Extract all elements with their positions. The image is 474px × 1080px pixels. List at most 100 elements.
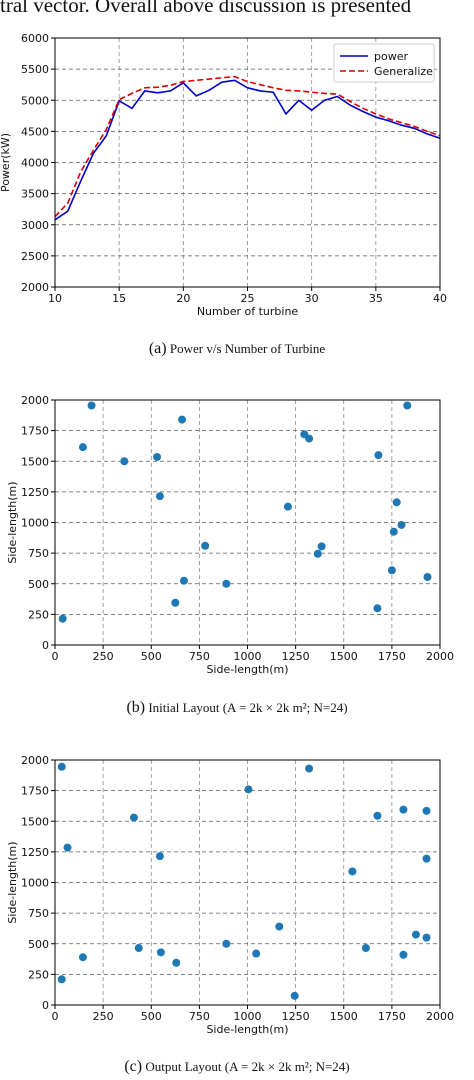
data-point	[411, 930, 420, 939]
data-point	[399, 950, 408, 959]
y-tick-label: 0	[42, 999, 49, 1012]
series-line-power	[54, 79, 441, 221]
x-tick-label: 35	[369, 292, 383, 305]
data-point	[290, 991, 299, 1000]
x-tick-label: 250	[93, 1010, 114, 1023]
chart-power-vs-turbines: 10 15 20 25 30 35 40 2000 2500 3000 3500 4000 4500 50…	[0, 32, 447, 318]
data-point	[222, 579, 231, 588]
intro-text: tral vector. Overall above discussion is…	[0, 0, 412, 17]
x-axis-label: Side-length(m)	[206, 663, 288, 676]
x-tick-label: 500	[141, 1010, 162, 1023]
y-tick-label: 5000	[21, 94, 49, 107]
data-point	[155, 492, 164, 501]
data-point	[423, 573, 432, 582]
data-point	[422, 806, 431, 815]
y-tick-label: 4000	[21, 157, 49, 170]
data-point	[387, 566, 396, 575]
chart-output-layout: 0 250 500 750 1000 1250 1500 1750 2000 0 250 500 750…	[6, 754, 454, 1036]
x-tick-label: 250	[93, 650, 114, 663]
data-point	[134, 944, 143, 953]
caption-b-label: (b)	[126, 699, 146, 716]
y-axis-label: Side-length(m)	[6, 841, 19, 923]
data-point	[373, 604, 382, 613]
data-point	[403, 401, 412, 410]
legend-label-power: power	[374, 50, 408, 63]
x-tick-label: 500	[141, 650, 162, 663]
caption-a: (a) Power v/s Number of Turbine	[0, 340, 474, 358]
x-tick-label: 2000	[426, 650, 454, 663]
y-tick-label: 2000	[21, 394, 49, 407]
data-point	[222, 939, 231, 948]
x-tick-label: 1750	[378, 1010, 406, 1023]
data-point	[155, 852, 164, 861]
y-tick-label: 6000	[21, 32, 49, 45]
caption-b: (b) Initial Layout (A = 2k × 2k m²; N=24…	[0, 699, 474, 717]
caption-b-text: Initial Layout (A = 2k × 2k m²; N=24)	[148, 700, 348, 715]
chart-initial-layout: 0 250 500 750 1000 1250 1500 1750 2000 0 250 500 750…	[6, 394, 454, 676]
data-point	[120, 457, 129, 466]
data-point	[172, 958, 181, 967]
x-tick-label: 750	[189, 650, 210, 663]
y-tick-label: 1500	[21, 815, 49, 828]
data-point	[252, 949, 261, 958]
x-tick-label: 1750	[378, 650, 406, 663]
data-point	[201, 541, 210, 550]
data-point	[317, 542, 326, 551]
legend-label-generalize: Generalize	[374, 65, 433, 78]
data-point	[78, 443, 87, 452]
caption-c: (c) Output Layout (A = 2k × 2k m²; N=24)	[0, 1058, 474, 1076]
caption-c-text: Output Layout (A = 2k × 2k m²; N=24)	[145, 1059, 350, 1074]
y-tick-label: 1500	[21, 455, 49, 468]
x-tick-label: 25	[241, 292, 255, 305]
y-tick-label: 3000	[21, 219, 49, 232]
legend-box	[333, 43, 435, 83]
x-tick-label: 10	[48, 292, 62, 305]
y-tick-label: 4500	[21, 125, 49, 138]
data-point	[244, 785, 253, 794]
x-tick-label: 0	[52, 650, 59, 663]
data-point	[305, 434, 314, 443]
data-point	[58, 614, 67, 623]
y-axis-label: Side-length(m)	[6, 481, 19, 563]
x-tick-label: 40	[433, 292, 447, 305]
x-tick-label: 750	[189, 1010, 210, 1023]
x-tick-label: 30	[305, 292, 319, 305]
data-point	[171, 598, 180, 607]
data-point	[348, 867, 357, 876]
x-tick-label: 1000	[234, 650, 262, 663]
data-point	[179, 576, 188, 585]
data-point	[153, 452, 162, 461]
data-point	[305, 764, 314, 773]
y-tick-label: 500	[28, 578, 49, 591]
y-tick-label: 250	[28, 608, 49, 621]
caption-a-text: Power v/s Number of Turbine	[169, 341, 326, 356]
data-point	[397, 520, 406, 529]
data-point	[422, 933, 431, 942]
data-point	[57, 762, 66, 771]
data-point	[399, 805, 408, 814]
data-point	[275, 922, 284, 931]
x-tick-label: 1000	[234, 1010, 262, 1023]
y-tick-label: 1750	[21, 425, 49, 438]
y-tick-label: 2500	[21, 250, 49, 263]
y-tick-label: 1250	[21, 846, 49, 859]
data-point	[374, 451, 383, 460]
data-point	[422, 854, 431, 863]
data-point	[361, 944, 370, 953]
y-axis-label: Power(kW)	[0, 133, 12, 192]
x-tick-label: 2000	[426, 1010, 454, 1023]
y-tick-label: 750	[28, 547, 49, 560]
y-tick-label: 1750	[21, 785, 49, 798]
y-tick-label: 250	[28, 968, 49, 981]
data-point	[129, 813, 138, 822]
y-tick-label: 2000	[21, 754, 49, 767]
x-tick-label: 1250	[282, 1010, 310, 1023]
y-tick-label: 5500	[21, 63, 49, 76]
y-tick-label: 1250	[21, 486, 49, 499]
y-tick-label: 2000	[21, 281, 49, 294]
y-tick-label: 1000	[21, 877, 49, 890]
y-tick-label: 1000	[21, 517, 49, 530]
series-line-generalize	[54, 75, 441, 218]
x-tick-label: 1500	[330, 1010, 358, 1023]
